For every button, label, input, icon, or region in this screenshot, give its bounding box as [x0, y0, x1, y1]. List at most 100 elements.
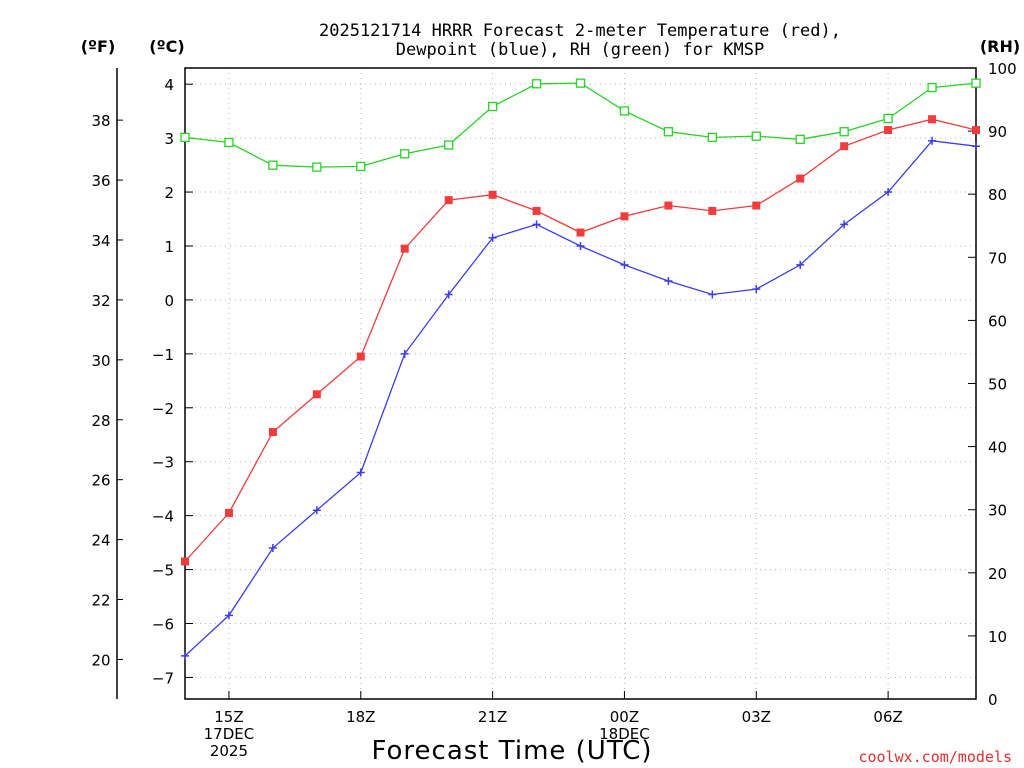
title-line: Dewpoint (blue), RH (green) for KMSP — [396, 40, 764, 60]
data-point — [487, 101, 498, 112]
time-tick-label: 21Z — [478, 708, 507, 726]
celsius-tick-label: 4 — [164, 76, 174, 94]
fahrenheit-tick-label: 34 — [91, 232, 110, 250]
data-point — [619, 106, 630, 116]
data-point — [400, 149, 410, 159]
fahrenheit-tick-label: 32 — [91, 292, 110, 310]
time-tick-label: 03Z — [742, 708, 771, 726]
title-line: 2025121714 HRRR Forecast 2-meter Tempera… — [319, 21, 841, 41]
fahrenheit-tick-label: 30 — [91, 352, 110, 370]
time-tick-label: 15Z — [214, 708, 243, 726]
fahrenheit-tick-label: 36 — [91, 172, 110, 190]
time-tick-label: 18Z — [346, 708, 375, 726]
series-layer — [180, 78, 981, 660]
data-point — [751, 131, 761, 141]
data-point — [356, 161, 366, 172]
data-point — [444, 196, 453, 205]
data-point — [971, 78, 981, 88]
celsius-tick-label: 2 — [164, 184, 174, 202]
data-point — [400, 244, 409, 253]
data-point — [664, 277, 673, 286]
celsius-tick-label: 0 — [164, 292, 174, 310]
series-dewpoint — [181, 136, 980, 660]
series-line — [184, 140, 977, 657]
data-point — [884, 188, 893, 197]
fahrenheit-tick-label: 20 — [91, 651, 110, 669]
time-tick-label: 06Z — [873, 708, 902, 726]
time-tick-label: 00Z — [610, 708, 639, 726]
data-point — [928, 136, 937, 145]
data-point — [708, 290, 717, 299]
celsius-unit-label: (ºC) — [149, 37, 184, 56]
credit-label[interactable]: coolwx.com/models — [858, 748, 1012, 766]
data-point — [796, 260, 805, 269]
celsius-tick-label: −7 — [152, 669, 174, 687]
data-point — [400, 349, 409, 358]
data-point — [532, 220, 541, 229]
celsius-tick-label: −3 — [152, 454, 174, 472]
data-point — [972, 126, 980, 135]
fahrenheit-tick-label: 26 — [91, 472, 110, 490]
data-point — [884, 126, 893, 135]
celsius-tick-label: −5 — [152, 562, 174, 580]
celsius-tick-label: −2 — [152, 400, 174, 418]
data-point — [752, 201, 761, 210]
celsius-axis: −7 −6 −5 −4 −3 −2 −1 0 1 2 3 4 — [152, 76, 193, 687]
data-point — [356, 352, 365, 361]
rh-tick-label: 50 — [988, 376, 1007, 394]
data-point — [312, 390, 321, 399]
fahrenheit-tick-label: 24 — [91, 532, 110, 550]
data-point — [312, 506, 321, 515]
data-point — [576, 241, 585, 250]
data-point — [268, 543, 277, 552]
celsius-tick-label: 3 — [164, 130, 174, 148]
data-point — [620, 260, 629, 269]
plot-frame — [184, 67, 977, 700]
data-point — [664, 201, 673, 210]
data-point — [796, 174, 805, 183]
data-point — [268, 428, 277, 437]
data-point — [531, 79, 542, 89]
data-point — [181, 557, 189, 566]
data-point — [839, 127, 849, 137]
rh-tick-label: 0 — [988, 691, 998, 709]
rh-tick-label: 20 — [988, 565, 1007, 583]
data-point — [752, 285, 761, 294]
data-point — [312, 162, 322, 172]
series-2-meter-temperature — [181, 115, 980, 566]
fahrenheit-unit-label: (ºF) — [81, 37, 116, 56]
time-tick-label: 17DEC — [204, 725, 255, 743]
fahrenheit-tick-label: 28 — [91, 412, 110, 430]
data-point — [268, 160, 278, 170]
data-point — [576, 228, 585, 237]
rh-tick-label: 100 — [988, 60, 1017, 78]
data-point — [663, 127, 674, 137]
data-point — [444, 290, 453, 299]
chart-title: 2025121714 HRRR Forecast 2-meter Tempera… — [319, 21, 841, 60]
rh-tick-label: 80 — [988, 186, 1007, 204]
time-tick-label: 2025 — [210, 742, 248, 760]
rh-tick-label: 10 — [988, 628, 1007, 646]
time-tick-label: 18DEC — [599, 725, 650, 743]
celsius-tick-label: −4 — [152, 508, 174, 526]
celsius-tick-label: 1 — [164, 238, 174, 256]
rh-tick-label: 90 — [988, 123, 1007, 141]
fahrenheit-tick-label: 22 — [91, 592, 110, 610]
celsius-tick-label: −1 — [152, 346, 174, 364]
fahrenheit-axis: 20 22 24 26 28 30 32 34 36 38 — [91, 112, 123, 669]
data-point — [840, 220, 849, 229]
data-point — [795, 134, 805, 144]
data-point — [224, 137, 234, 148]
data-point — [620, 212, 629, 221]
rh-axis: 0 10 20 30 40 50 60 70 80 90 100 — [968, 60, 1017, 709]
data-point — [180, 132, 190, 143]
rh-tick-label: 40 — [988, 439, 1007, 457]
series-line — [184, 82, 977, 168]
data-point — [708, 206, 717, 215]
rh-unit-label: (RH) — [980, 37, 1020, 56]
series-line — [184, 118, 977, 562]
rh-tick-label: 60 — [988, 312, 1007, 330]
data-point — [488, 190, 497, 199]
